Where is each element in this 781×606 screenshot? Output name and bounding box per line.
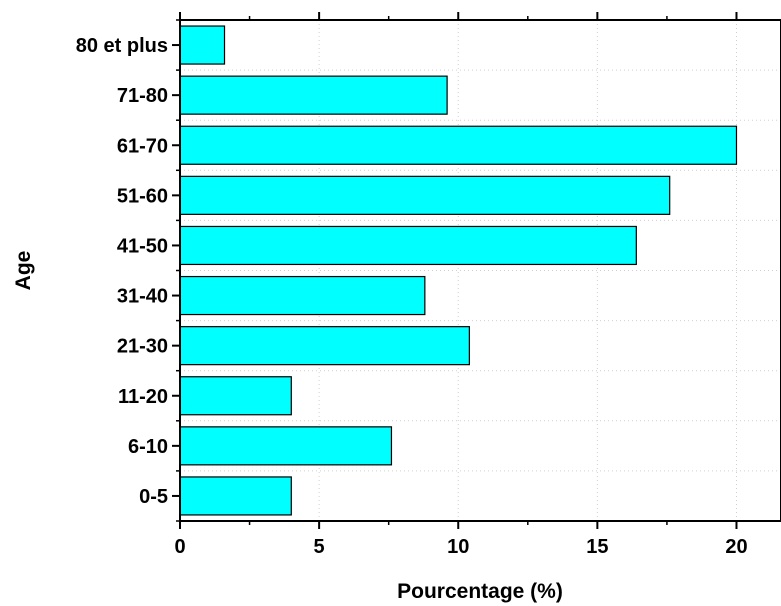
bar-0-5	[179, 476, 292, 516]
y-tick-label: 61-70	[117, 135, 168, 157]
bar-41-50	[179, 225, 637, 266]
y-tick-label: 41-50	[117, 235, 168, 257]
y-tick-label: 71-80	[117, 85, 168, 107]
y-axis-title: Age	[12, 251, 35, 291]
x-tick-label: 10	[447, 536, 469, 558]
y-tick-label: 0-5	[139, 486, 168, 508]
y-tick-label: 31-40	[117, 286, 168, 308]
bar-51-60	[179, 175, 671, 215]
bar-11-20	[179, 376, 292, 416]
grid-lines	[180, 20, 781, 521]
y-tick-label: 11-20	[118, 386, 168, 408]
x-tick-label: 5	[314, 536, 325, 558]
x-tick-labels: 0 5 10 15 20	[174, 536, 747, 558]
x-tick-label: 15	[586, 536, 608, 558]
x-axis-title: Pourcentage (%)	[397, 580, 563, 603]
y-tick-label: 51-60	[117, 185, 168, 207]
y-tick-label: 21-30	[117, 336, 168, 358]
bar-6-10	[179, 426, 393, 466]
bar-71-80	[179, 75, 448, 115]
x-tick-label: 0	[174, 536, 185, 558]
axis-ticks	[172, 12, 738, 529]
bar-21-30	[179, 326, 470, 366]
bar-61-70	[179, 125, 738, 165]
y-tick-labels: 0-5 6-10 11-20 21-30 31-40 41-50 51-60 61-70 71-…	[76, 35, 168, 508]
x-tick-label: 20	[725, 536, 747, 558]
bars	[179, 25, 738, 516]
bar-80-et-plus	[179, 25, 226, 65]
bar-31-40	[179, 275, 426, 316]
y-tick-label: 80 et plus	[76, 35, 168, 57]
y-tick-label: 6-10	[128, 436, 168, 458]
